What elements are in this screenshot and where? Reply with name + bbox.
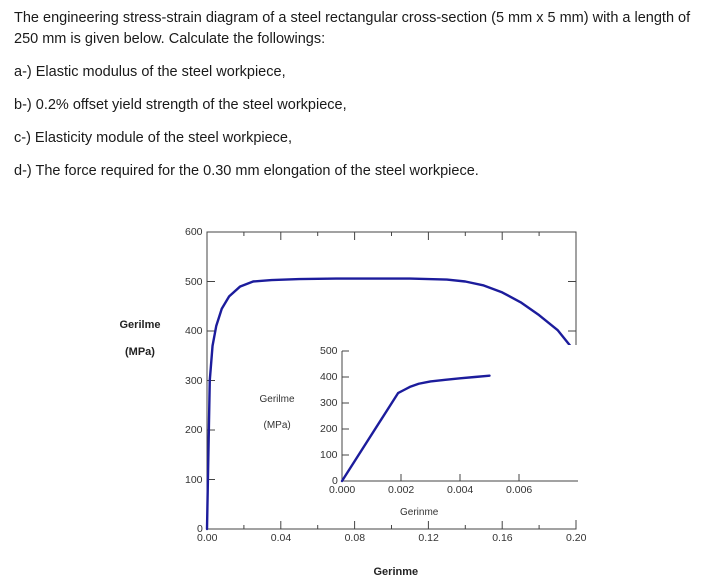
inset-x-tick-label: 0.000 — [329, 484, 356, 496]
main-y-tick-label: 200 — [185, 424, 203, 436]
inset-y-tick-label: 500 — [320, 345, 338, 357]
inset-y-tick-label: 300 — [320, 397, 338, 409]
main-x-axis-label: Gerinme — [373, 566, 419, 578]
inset-x-tick-label: 0.004 — [447, 484, 474, 496]
inset-x-axis-label: Gerinme — [400, 506, 439, 518]
inset-y-tick-label: 100 — [320, 449, 338, 461]
main-x-tick-label: 0.00 — [197, 532, 218, 544]
main-x-tick-label: 0.08 — [344, 532, 366, 544]
main-series-line — [205, 277, 574, 531]
main-y-tick-label: 400 — [185, 325, 203, 337]
inset-y-tick-label: 400 — [320, 371, 338, 383]
main-y-tick-label: 500 — [185, 275, 203, 288]
inset-series-line — [340, 374, 491, 483]
inset-x-tick-label: 0.002 — [388, 484, 415, 496]
main-x-tick-label: 0.04 — [270, 532, 292, 544]
inset-backdrop — [252, 345, 578, 520]
main-x-tick-label: 0.20 — [566, 532, 587, 544]
question-item-a: a-) Elastic modulus of the steel workpie… — [14, 64, 286, 80]
question-intro: The engineering stress-strain diagram of… — [14, 10, 691, 47]
question-text: The engineering stress-strain diagram of… — [14, 8, 714, 194]
inset-y-tick-label: 0 — [332, 475, 338, 487]
question-item-d: d-) The force required for the 0.30 mm e… — [14, 163, 479, 179]
question-item-c: c-) Elasticity module of the steel workp… — [14, 130, 293, 146]
inset-y-axis-unit: (MPa) — [263, 419, 291, 431]
main-y-tick-label: 600 — [185, 226, 203, 238]
inset-y-tick-label: 200 — [320, 423, 338, 435]
main-y-tick-label: 300 — [185, 374, 203, 387]
main-x-tick-label: 0.16 — [492, 532, 513, 544]
main-y-axis-label: Gerilme — [119, 319, 161, 331]
question-item-b: b-) 0.2% offset yield strength of the st… — [14, 97, 347, 113]
main-y-tick-label: 0 — [197, 523, 203, 535]
inset-y-axis-label: Gerilme — [259, 393, 295, 405]
main-x-tick-label: 0.12 — [418, 532, 439, 544]
inset-x-tick-label: 0.006 — [506, 484, 533, 496]
main-y-axis-unit: (MPa) — [125, 346, 155, 358]
main-y-tick-label: 100 — [185, 473, 203, 486]
